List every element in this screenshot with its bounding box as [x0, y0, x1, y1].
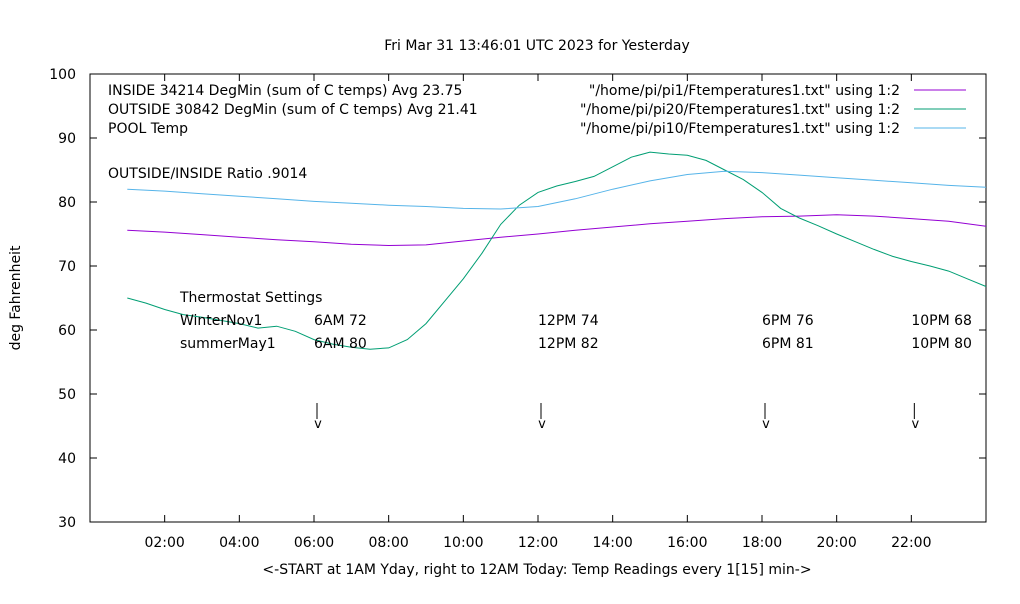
thermostat-setting: 6AM 72 — [314, 313, 367, 329]
legend-file-label: "/home/pi/pi20/Ftemperatures1.txt" using… — [580, 102, 900, 118]
x-tick-label: 12:00 — [518, 535, 558, 551]
axis-ticks: 30 40 50 60 70 80 90 100 02:00 04:00 06:00 08:00 10:… — [49, 67, 986, 551]
thermostat-title: Thermostat Settings — [179, 290, 322, 306]
legend-series-name: POOL Temp — [108, 121, 188, 137]
x-tick-label: 14:00 — [592, 535, 632, 551]
x-tick-label: 04:00 — [219, 535, 259, 551]
time-marker-arrow: v — [762, 417, 770, 432]
x-tick-label: 16:00 — [667, 535, 707, 551]
thermostat-setting: 10PM 80 — [911, 336, 972, 352]
series-lines — [127, 151, 987, 350]
y-tick-label: 80 — [58, 195, 76, 211]
series-line-1 — [127, 151, 987, 350]
legend: INSIDE 34214 DegMin (sum of C temps) Avg… — [108, 83, 966, 137]
y-tick-label: 100 — [49, 67, 76, 83]
legend-series-name: INSIDE 34214 DegMin (sum of C temps) Avg… — [108, 83, 462, 99]
thermostat-setting: 12PM 82 — [538, 336, 599, 352]
thermostat-settings: Thermostat Settings WinterNov1 6AM 72 12PM … — [179, 290, 972, 432]
thermostat-setting: 10PM 68 — [911, 313, 972, 329]
y-tick-label: 70 — [58, 259, 76, 275]
legend-file-label: "/home/pi/pi10/Ftemperatures1.txt" using… — [580, 121, 900, 137]
legend-file-label: "/home/pi/pi1/Ftemperatures1.txt" using … — [589, 83, 900, 99]
x-tick-label: 22:00 — [891, 535, 931, 551]
y-tick-label: 60 — [58, 323, 76, 339]
x-tick-label: 02:00 — [144, 535, 184, 551]
thermostat-setting: 6PM 76 — [762, 313, 814, 329]
x-axis-label: <-START at 1AM Yday, right to 12AM Today… — [262, 562, 811, 578]
series-line-2 — [127, 170, 987, 210]
thermostat-setting: 6PM 81 — [762, 336, 814, 352]
thermostat-setting: 6AM 80 — [314, 336, 367, 352]
x-tick-label: 08:00 — [368, 535, 408, 551]
y-tick-label: 90 — [58, 131, 76, 147]
thermostat-setting: 12PM 74 — [538, 313, 599, 329]
y-axis-label: deg Fahrenheit — [8, 245, 24, 350]
x-tick-label: 18:00 — [742, 535, 782, 551]
y-tick-label: 40 — [58, 451, 76, 467]
time-marker-arrow: v — [911, 417, 919, 432]
x-tick-label: 06:00 — [294, 535, 334, 551]
x-tick-label: 10:00 — [443, 535, 483, 551]
chart-title: Fri Mar 31 13:46:01 UTC 2023 for Yesterd… — [384, 38, 690, 54]
y-tick-label: 30 — [58, 515, 76, 531]
time-marker-arrow: v — [314, 417, 322, 432]
thermostat-row-label: WinterNov1 — [180, 313, 262, 329]
x-tick-label: 20:00 — [816, 535, 856, 551]
series-line-0 — [127, 214, 987, 247]
y-tick-label: 50 — [58, 387, 76, 403]
time-marker-arrow: v — [538, 417, 546, 432]
thermostat-row-label: summerMay1 — [180, 336, 276, 352]
ratio-annotation: OUTSIDE/INSIDE Ratio .9014 — [108, 166, 307, 182]
legend-series-name: OUTSIDE 30842 DegMin (sum of C temps) Av… — [108, 102, 478, 118]
